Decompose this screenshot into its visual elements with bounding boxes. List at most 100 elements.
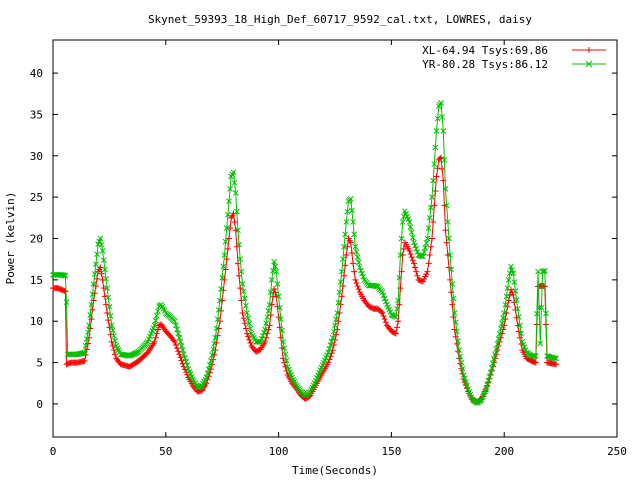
data-point xyxy=(106,303,113,310)
data-point xyxy=(531,353,538,359)
data-point xyxy=(221,252,228,258)
data-point xyxy=(180,351,187,358)
data-point xyxy=(508,263,514,270)
data-point xyxy=(426,252,433,259)
data-point xyxy=(108,322,115,329)
data-point xyxy=(535,268,541,275)
data-point xyxy=(213,325,220,332)
y-tick-label: 10 xyxy=(30,315,43,328)
plot-frame xyxy=(52,39,618,438)
data-point xyxy=(86,322,92,329)
data-point xyxy=(532,359,539,366)
data-point xyxy=(399,219,406,225)
data-point xyxy=(337,279,344,285)
data-point xyxy=(488,365,495,371)
data-point xyxy=(103,275,109,282)
data-point xyxy=(171,318,178,325)
data-point xyxy=(227,225,234,232)
data-point xyxy=(518,330,524,337)
data-point xyxy=(431,202,438,209)
data-point xyxy=(340,256,346,263)
data-point xyxy=(170,337,177,344)
data-point xyxy=(83,336,90,342)
data-point xyxy=(283,357,290,364)
data-point xyxy=(392,330,399,337)
data-point xyxy=(109,327,116,334)
x-tick-label: 200 xyxy=(494,445,514,458)
data-point xyxy=(410,260,417,267)
data-point xyxy=(492,351,499,358)
y-tick-label: 20 xyxy=(30,233,43,246)
data-point xyxy=(409,257,416,264)
data-point xyxy=(406,247,413,254)
data-point xyxy=(407,224,414,230)
data-point xyxy=(423,240,430,246)
data-point xyxy=(212,334,219,341)
data-point xyxy=(380,292,387,299)
data-point xyxy=(355,259,362,266)
data-point xyxy=(438,100,444,106)
data-point xyxy=(420,253,426,260)
legend-label: YR-80.28 Tsys:86.12 xyxy=(422,58,548,71)
data-point xyxy=(211,340,218,347)
data-point xyxy=(152,334,159,341)
data-point xyxy=(432,187,439,194)
data-point xyxy=(105,294,112,301)
data-point xyxy=(341,243,347,250)
data-point xyxy=(263,320,270,327)
data-point xyxy=(517,322,523,329)
data-point xyxy=(428,204,434,211)
data-point xyxy=(232,190,239,196)
data-point xyxy=(429,235,436,242)
data-point xyxy=(91,271,98,277)
data-point xyxy=(347,239,354,246)
data-point xyxy=(99,248,106,254)
data-point xyxy=(434,165,441,172)
data-point xyxy=(243,302,249,309)
data-point xyxy=(223,225,230,232)
data-point xyxy=(421,249,427,256)
data-point xyxy=(151,338,158,345)
data-point xyxy=(177,354,184,361)
data-point xyxy=(350,260,357,267)
data-point xyxy=(505,277,512,283)
data-point xyxy=(172,341,179,348)
x-axis-label: Time(Seconds) xyxy=(292,464,378,477)
data-point xyxy=(271,285,278,292)
data-point xyxy=(265,326,272,333)
data-point xyxy=(453,328,460,335)
data-point xyxy=(460,372,467,378)
data-point xyxy=(98,241,105,248)
data-point xyxy=(155,308,161,314)
data-point xyxy=(103,301,110,308)
x-axis: 0 50 100 150 200 250 xyxy=(50,40,627,458)
data-point xyxy=(154,326,161,333)
data-point xyxy=(182,355,188,361)
data-point xyxy=(359,270,365,277)
data-point xyxy=(425,225,432,232)
data-point xyxy=(459,365,466,372)
data-point xyxy=(426,214,433,221)
data-point xyxy=(349,207,355,214)
data-point xyxy=(239,281,246,287)
data-point xyxy=(448,266,455,273)
data-point xyxy=(440,128,447,134)
y-tick-label: 15 xyxy=(30,274,43,287)
data-point xyxy=(461,375,468,382)
data-point xyxy=(408,229,415,236)
data-point xyxy=(430,177,436,184)
x-tick-label: 100 xyxy=(269,445,289,458)
data-point xyxy=(451,310,458,316)
data-point xyxy=(217,297,223,304)
data-point xyxy=(204,370,211,377)
legend-label: XL-64.94 Tsys:69.86 xyxy=(422,44,548,57)
data-point xyxy=(335,299,342,306)
data-point xyxy=(173,322,179,329)
data-point xyxy=(355,286,362,293)
data-point xyxy=(222,266,229,273)
data-point xyxy=(208,358,214,364)
data-point xyxy=(537,340,544,347)
data-point xyxy=(414,272,421,279)
data-point xyxy=(112,337,118,344)
data-point xyxy=(278,316,284,322)
